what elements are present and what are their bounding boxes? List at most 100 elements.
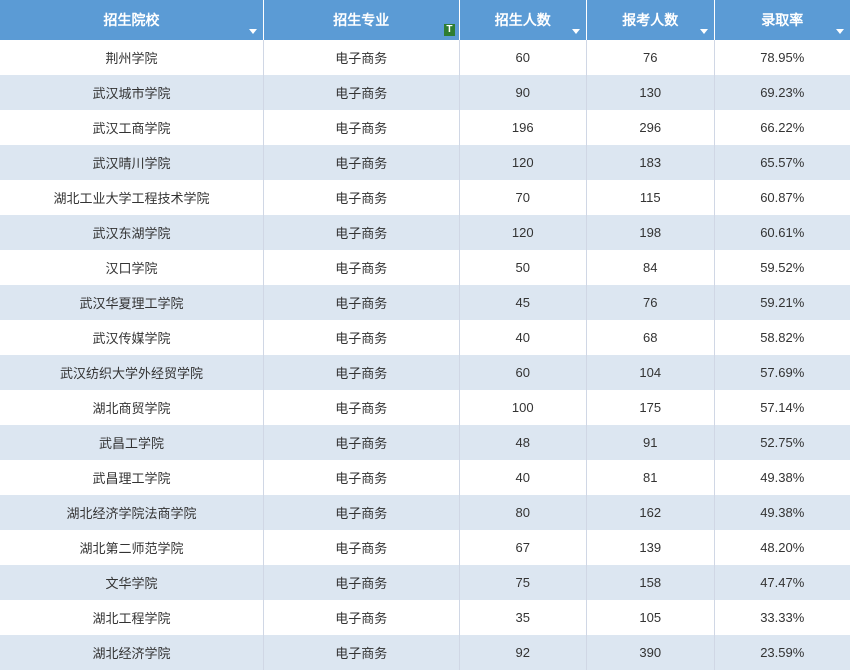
table-cell: 183 (587, 145, 715, 180)
table-cell: 104 (587, 355, 715, 390)
table-cell: 92 (459, 635, 587, 670)
table-cell: 105 (587, 600, 715, 635)
table-cell: 81 (587, 460, 715, 495)
table-cell: 40 (459, 460, 587, 495)
table-cell: 78.95% (714, 40, 850, 75)
table-cell: 84 (587, 250, 715, 285)
table-cell: 196 (459, 110, 587, 145)
table-cell: 90 (459, 75, 587, 110)
table-cell: 武昌工学院 (0, 425, 264, 460)
table-row: 湖北工业大学工程技术学院电子商务7011560.87% (0, 180, 850, 215)
table-cell: 50 (459, 250, 587, 285)
table-cell: 100 (459, 390, 587, 425)
col-header-label: 招生院校 (104, 12, 160, 28)
table-row: 文华学院电子商务7515847.47% (0, 565, 850, 600)
col-header-label: 招生专业 (333, 12, 389, 28)
table-cell: 电子商务 (264, 565, 460, 600)
table-cell: 武汉纺织大学外经贸学院 (0, 355, 264, 390)
table-cell: 120 (459, 145, 587, 180)
table-row: 汉口学院电子商务508459.52% (0, 250, 850, 285)
table-cell: 电子商务 (264, 355, 460, 390)
table-cell: 175 (587, 390, 715, 425)
table-cell: 湖北经济学院法商学院 (0, 495, 264, 530)
table-cell: 23.59% (714, 635, 850, 670)
table-cell: 80 (459, 495, 587, 530)
table-cell: 60.61% (714, 215, 850, 250)
table-cell: 电子商务 (264, 425, 460, 460)
table-cell: 49.38% (714, 495, 850, 530)
col-header-label: 报考人数 (622, 12, 678, 28)
table-cell: 电子商务 (264, 320, 460, 355)
table-cell: 47.47% (714, 565, 850, 600)
table-cell: 电子商务 (264, 180, 460, 215)
table-row: 武汉工商学院电子商务19629666.22% (0, 110, 850, 145)
col-header-school[interactable]: 招生院校 (0, 0, 264, 40)
table-cell: 电子商务 (264, 110, 460, 145)
table-cell: 48 (459, 425, 587, 460)
col-header-enroll[interactable]: 招生人数 (459, 0, 587, 40)
table-cell: 电子商务 (264, 495, 460, 530)
table-row: 武汉东湖学院电子商务12019860.61% (0, 215, 850, 250)
table-cell: 91 (587, 425, 715, 460)
col-header-label: 招生人数 (495, 12, 551, 28)
table-row: 武汉晴川学院电子商务12018365.57% (0, 145, 850, 180)
table-cell: 162 (587, 495, 715, 530)
table-cell: 120 (459, 215, 587, 250)
table-cell: 电子商务 (264, 215, 460, 250)
filter-dropdown-icon[interactable] (249, 29, 257, 34)
table-row: 湖北工程学院电子商务3510533.33% (0, 600, 850, 635)
table-cell: 荆州学院 (0, 40, 264, 75)
table-row: 湖北第二师范学院电子商务6713948.20% (0, 530, 850, 565)
table-cell: 35 (459, 600, 587, 635)
col-header-applicants[interactable]: 报考人数 (587, 0, 715, 40)
table-cell: 电子商务 (264, 530, 460, 565)
table-cell: 66.22% (714, 110, 850, 145)
table-cell: 68 (587, 320, 715, 355)
table-cell: 45 (459, 285, 587, 320)
table-cell: 70 (459, 180, 587, 215)
table-row: 武汉纺织大学外经贸学院电子商务6010457.69% (0, 355, 850, 390)
filter-text-icon[interactable]: T (444, 24, 454, 36)
table-row: 荆州学院电子商务607678.95% (0, 40, 850, 75)
table-cell: 139 (587, 530, 715, 565)
table-row: 武汉传媒学院电子商务406858.82% (0, 320, 850, 355)
table-row: 武昌工学院电子商务489152.75% (0, 425, 850, 460)
table-cell: 60 (459, 355, 587, 390)
table-row: 武汉城市学院电子商务9013069.23% (0, 75, 850, 110)
table-cell: 59.21% (714, 285, 850, 320)
table-row: 武昌理工学院电子商务408149.38% (0, 460, 850, 495)
table-cell: 武汉东湖学院 (0, 215, 264, 250)
table-cell: 武昌理工学院 (0, 460, 264, 495)
col-header-label: 录取率 (761, 12, 803, 28)
table-cell: 武汉晴川学院 (0, 145, 264, 180)
table-cell: 67 (459, 530, 587, 565)
filter-dropdown-icon[interactable] (572, 29, 580, 34)
col-header-major[interactable]: 招生专业 T (264, 0, 460, 40)
filter-dropdown-icon[interactable] (836, 29, 844, 34)
table-cell: 电子商务 (264, 635, 460, 670)
table-cell: 电子商务 (264, 40, 460, 75)
table-cell: 武汉华夏理工学院 (0, 285, 264, 320)
table-cell: 33.33% (714, 600, 850, 635)
table-cell: 60.87% (714, 180, 850, 215)
table-cell: 电子商务 (264, 285, 460, 320)
table-cell: 汉口学院 (0, 250, 264, 285)
table-cell: 武汉工商学院 (0, 110, 264, 145)
table-cell: 57.69% (714, 355, 850, 390)
table-cell: 武汉传媒学院 (0, 320, 264, 355)
table-cell: 武汉城市学院 (0, 75, 264, 110)
table-cell: 电子商务 (264, 75, 460, 110)
table-cell: 59.52% (714, 250, 850, 285)
table-cell: 48.20% (714, 530, 850, 565)
table-cell: 电子商务 (264, 460, 460, 495)
table-cell: 49.38% (714, 460, 850, 495)
table-row: 湖北经济学院法商学院电子商务8016249.38% (0, 495, 850, 530)
table-cell: 40 (459, 320, 587, 355)
table-cell: 电子商务 (264, 390, 460, 425)
col-header-rate[interactable]: 录取率 (714, 0, 850, 40)
table-cell: 60 (459, 40, 587, 75)
table-cell: 390 (587, 635, 715, 670)
filter-dropdown-icon[interactable] (700, 29, 708, 34)
table-cell: 52.75% (714, 425, 850, 460)
table-cell: 湖北工业大学工程技术学院 (0, 180, 264, 215)
